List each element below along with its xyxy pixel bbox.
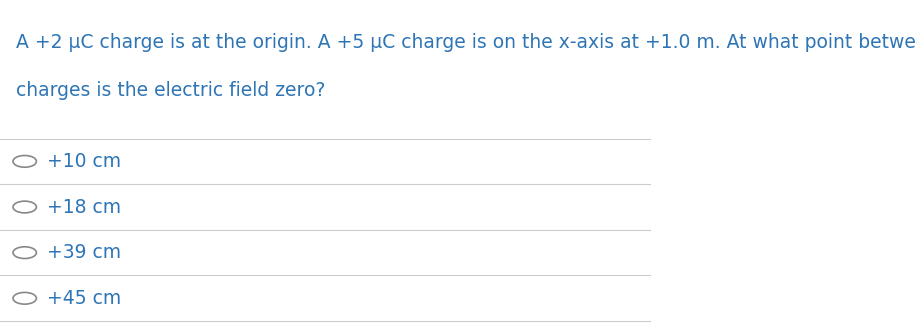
Text: charges is the electric field zero?: charges is the electric field zero? xyxy=(17,82,326,100)
Text: A +2 μC charge is at the origin. A +5 μC charge is on the x-axis at +1.0 m. At w: A +2 μC charge is at the origin. A +5 μC… xyxy=(17,33,917,52)
Text: +39 cm: +39 cm xyxy=(48,243,122,262)
Text: +18 cm: +18 cm xyxy=(48,198,122,216)
Text: +10 cm: +10 cm xyxy=(48,152,122,171)
Text: +45 cm: +45 cm xyxy=(48,289,122,308)
